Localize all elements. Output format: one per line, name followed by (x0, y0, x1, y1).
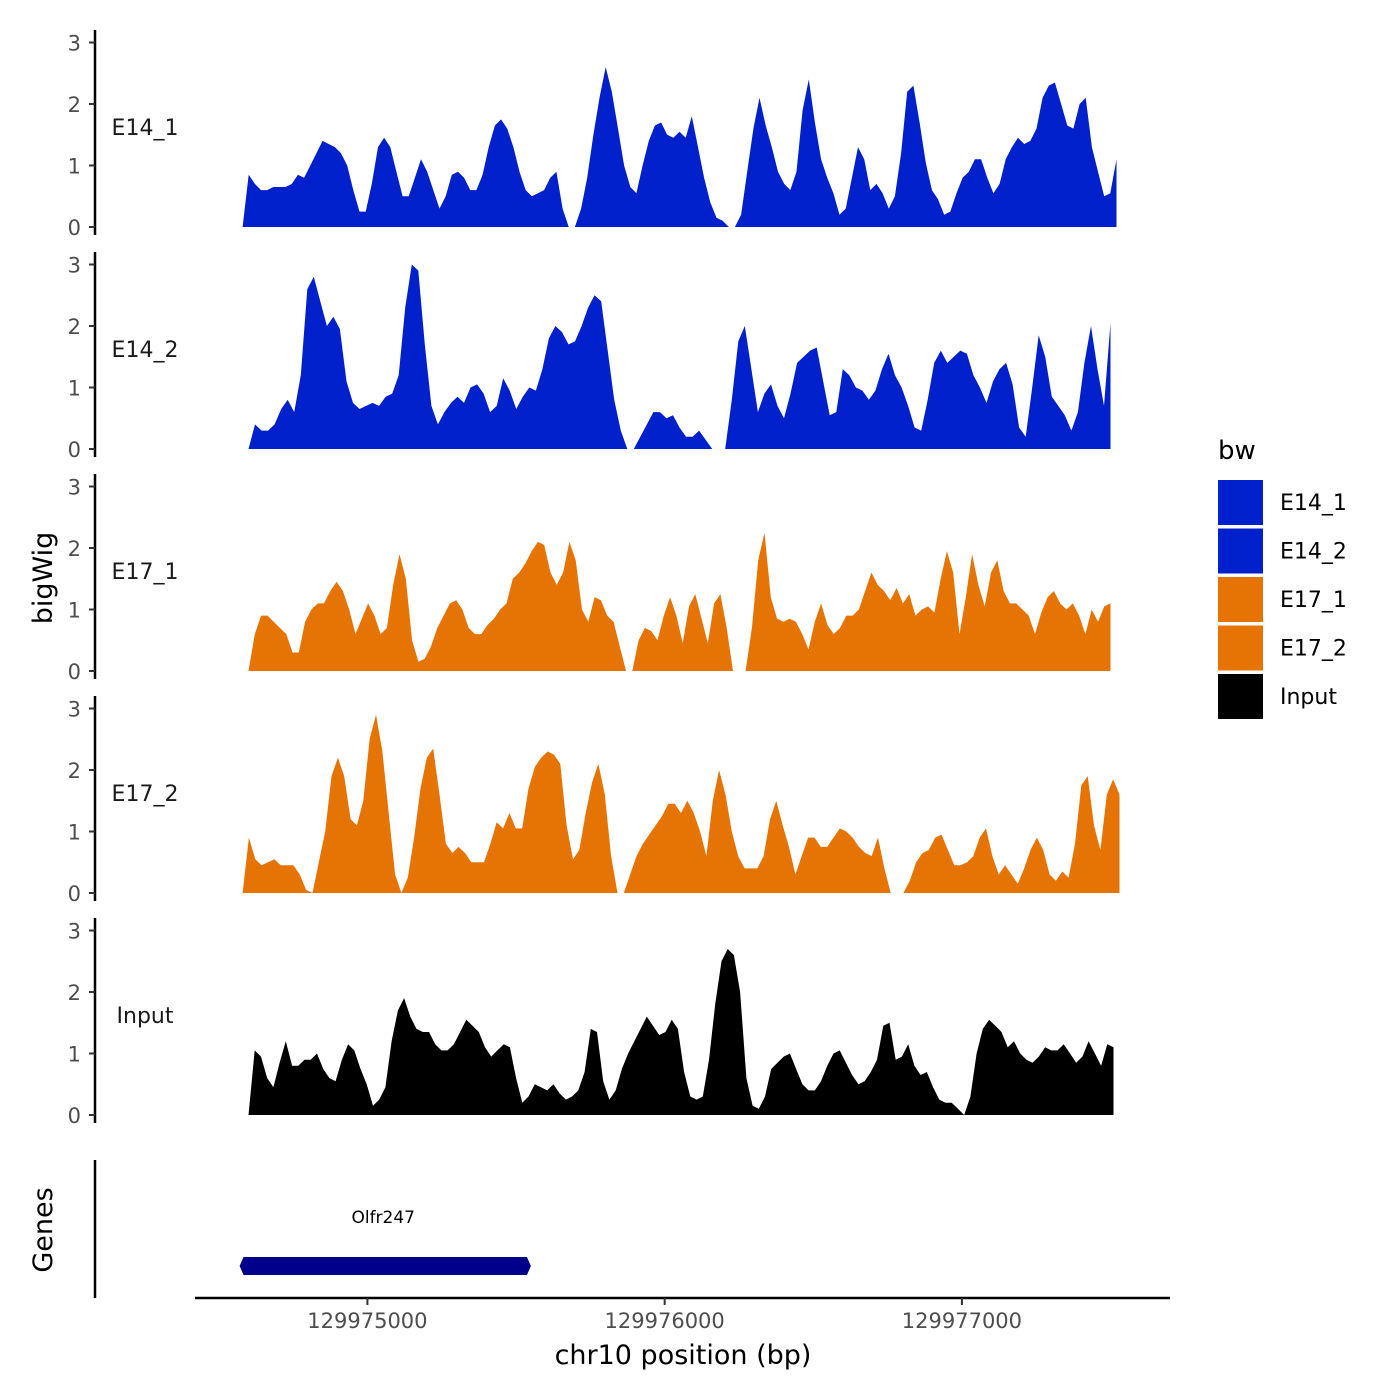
signal-area (242, 67, 1117, 227)
legend-title: bw (1218, 436, 1256, 466)
legend-item: E14_2 (1218, 528, 1347, 574)
y-tick-label: 2 (68, 315, 81, 339)
y-tick-label: 1 (68, 599, 81, 623)
track-panel: 0 1 2 3 E17_2 (68, 696, 1120, 906)
legend-item: Input (1218, 674, 1337, 719)
y-tick-label: 1 (68, 1043, 81, 1067)
y-tick-label: 1 (68, 155, 81, 179)
gene-panel-title: Genes (28, 1187, 59, 1272)
x-tick-label: 129977000 (902, 1309, 1022, 1333)
y-tick-label: 2 (68, 93, 81, 117)
tracks-layer: 0 1 2 3 E14_1 0 1 2 3 E14_2 0 1 2 3 E17_1 0 1 2 3 E17_2 0 1 2 3… (68, 30, 1120, 1128)
y-tick-label: 0 (68, 660, 81, 684)
legend-item: E17_2 (1218, 625, 1347, 671)
track-panel: 0 1 2 3 E17_1 (68, 474, 1111, 684)
signal-area (248, 532, 1111, 671)
track-label: Input (117, 1004, 174, 1029)
legend-label: E17_2 (1280, 637, 1347, 662)
y-axis-title: bigWig (28, 532, 59, 625)
legend-swatch (1218, 528, 1263, 574)
y-tick-label: 0 (68, 438, 81, 462)
legend-label: E14_2 (1280, 540, 1347, 565)
legend-label: E17_1 (1280, 588, 1347, 613)
legend-item: E14_1 (1218, 480, 1347, 525)
legend-label: Input (1280, 685, 1337, 710)
gene: Olfr247 (239, 1208, 531, 1275)
genes-layer: Olfr247 (93, 1160, 531, 1298)
track-label: E17_2 (112, 782, 179, 807)
y-tick-label: 2 (68, 537, 81, 561)
y-tick-label: 2 (68, 759, 81, 783)
track-label: E14_2 (112, 338, 179, 363)
track-label: E17_1 (112, 560, 179, 585)
track-panel: 0 1 2 3 Input (68, 918, 1114, 1128)
y-tick-label: 0 (68, 216, 81, 240)
track-panel: 0 1 2 3 E14_2 (68, 252, 1111, 462)
track-panel: 0 1 2 3 E14_1 (68, 30, 1117, 240)
gene-body (239, 1257, 531, 1275)
signal-area (248, 264, 1111, 449)
y-tick-label: 1 (68, 377, 81, 401)
y-tick-label: 0 (68, 1104, 81, 1128)
x-axis: 129975000 129976000 129977000 (195, 1296, 1170, 1333)
track-label: E14_1 (112, 116, 179, 141)
y-tick-label: 2 (68, 981, 81, 1005)
gene-label: Olfr247 (351, 1208, 415, 1228)
legend: bw E14_1 E14_2 E17_1 E17_2 Input (1218, 436, 1347, 719)
y-tick-label: 3 (68, 254, 81, 278)
legend-swatch (1218, 674, 1263, 719)
legend-swatch (1218, 625, 1263, 671)
signal-area (242, 714, 1120, 893)
legend-label: E14_1 (1280, 491, 1347, 516)
legend-swatch (1218, 480, 1263, 525)
y-tick-label: 3 (68, 698, 81, 722)
y-tick-label: 3 (68, 32, 81, 56)
x-tick-label: 129976000 (605, 1309, 725, 1333)
signal-area (248, 949, 1114, 1115)
y-tick-label: 3 (68, 920, 81, 944)
legend-swatch (1218, 577, 1263, 622)
y-tick-label: 0 (68, 882, 81, 906)
legend-item: E17_1 (1218, 577, 1347, 622)
x-tick-label: 129975000 (307, 1309, 427, 1333)
y-tick-label: 1 (68, 821, 81, 845)
x-axis-title: chr10 position (bp) (555, 1340, 812, 1371)
y-tick-label: 3 (68, 476, 81, 500)
